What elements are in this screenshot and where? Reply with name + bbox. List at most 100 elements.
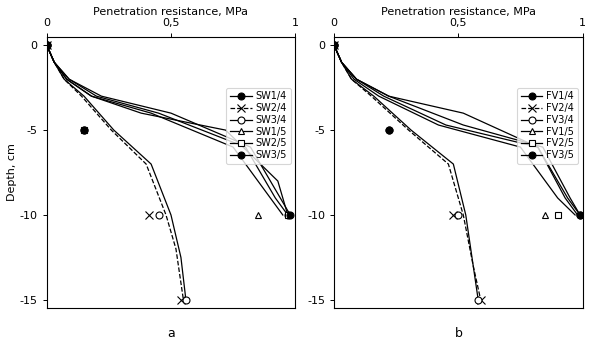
FV3/5 — [385, 94, 393, 98]
FV2/5 — [338, 60, 345, 64]
FV1/5 — [338, 60, 345, 64]
SW1/4 — [284, 213, 291, 217]
FV1/4 — [576, 213, 584, 217]
FV2/5 — [574, 213, 581, 217]
SW1/5 — [88, 94, 95, 98]
FV3/4 — [330, 43, 337, 47]
SW1/4 — [138, 111, 145, 115]
SW2/4 — [142, 162, 149, 166]
Y-axis label: Depth, cm: Depth, cm — [7, 144, 17, 202]
Line: SW2/4: SW2/4 — [47, 45, 183, 300]
FV2/5 — [534, 145, 541, 149]
SW3/5 — [98, 94, 105, 98]
Line: FV1/4: FV1/4 — [334, 45, 580, 215]
FV2/5 — [353, 77, 360, 81]
Line: SW1/5: SW1/5 — [47, 45, 283, 215]
Line: FV1/5: FV1/5 — [334, 45, 575, 215]
SW1/4 — [43, 43, 50, 47]
SW2/4 — [43, 43, 50, 47]
SW3/4 — [148, 162, 155, 166]
SW2/4 — [173, 247, 180, 251]
Line: SW3/5: SW3/5 — [47, 45, 290, 215]
FV3/5 — [539, 145, 546, 149]
FV2/4 — [470, 264, 477, 268]
FV3/4 — [470, 264, 477, 268]
SW2/4 — [60, 77, 68, 81]
SW3/5 — [167, 111, 174, 115]
FV3/5 — [353, 77, 360, 81]
Line: SW1/4: SW1/4 — [47, 45, 288, 215]
SW2/5 — [50, 60, 58, 64]
Line: SW3/4: SW3/4 — [47, 45, 186, 300]
SW1/4 — [88, 94, 95, 98]
SW3/4 — [167, 213, 174, 217]
FV3/5 — [338, 60, 345, 64]
SW3/5 — [50, 60, 58, 64]
FV1/4 — [385, 94, 393, 98]
SW1/5 — [229, 145, 237, 149]
SW2/5 — [43, 43, 50, 47]
SW3/5 — [43, 43, 50, 47]
SW1/5 — [63, 77, 70, 81]
SW3/4 — [177, 255, 184, 260]
SW2/5 — [242, 145, 249, 149]
Line: FV2/5: FV2/5 — [334, 45, 578, 215]
SW1/4 — [50, 60, 58, 64]
SW3/4 — [50, 60, 58, 64]
SW2/5 — [93, 94, 100, 98]
SW2/5 — [155, 111, 162, 115]
FV2/5 — [562, 196, 569, 200]
FV1/4 — [330, 43, 337, 47]
SW2/4 — [162, 213, 170, 217]
SW1/5 — [148, 111, 155, 115]
FV3/4 — [474, 298, 482, 302]
Text: a: a — [167, 327, 175, 340]
SW1/4 — [275, 179, 282, 183]
SW3/4 — [60, 77, 68, 81]
SW1/5 — [267, 196, 274, 200]
SW3/4 — [182, 298, 189, 302]
FV2/5 — [442, 123, 449, 127]
FV2/4 — [477, 298, 484, 302]
Legend: SW1/4, SW2/4, SW3/4, SW1/5, SW2/5, SW3/5: SW1/4, SW2/4, SW3/4, SW1/5, SW2/5, SW3/5 — [227, 87, 291, 164]
FV1/5 — [330, 43, 337, 47]
FV2/4 — [330, 43, 337, 47]
FV1/5 — [435, 123, 442, 127]
FV2/4 — [460, 213, 467, 217]
FV3/5 — [460, 123, 467, 127]
SW3/4 — [81, 94, 88, 98]
FV2/4 — [368, 94, 375, 98]
SW1/4 — [63, 77, 70, 81]
Line: FV2/4: FV2/4 — [334, 45, 481, 300]
FV3/4 — [450, 162, 457, 166]
FV3/4 — [370, 94, 377, 98]
FV3/4 — [462, 213, 469, 217]
FV2/5 — [380, 94, 387, 98]
FV1/4 — [564, 196, 571, 200]
SW2/5 — [284, 213, 291, 217]
SW1/5 — [279, 213, 286, 217]
SW3/4 — [110, 128, 117, 132]
SW1/5 — [50, 60, 58, 64]
FV3/4 — [407, 128, 415, 132]
SW2/4 — [50, 60, 58, 64]
SW3/5 — [277, 196, 284, 200]
FV3/5 — [566, 196, 573, 200]
Line: SW2/5: SW2/5 — [47, 45, 288, 215]
FV1/5 — [375, 94, 382, 98]
SW3/5 — [247, 145, 254, 149]
FV2/4 — [348, 77, 355, 81]
SW2/4 — [78, 94, 85, 98]
SW3/4 — [43, 43, 50, 47]
FV1/5 — [350, 77, 358, 81]
SW3/5 — [286, 213, 294, 217]
FV1/4 — [353, 77, 360, 81]
FV2/4 — [405, 128, 412, 132]
SW3/5 — [66, 77, 73, 81]
Line: FV3/4: FV3/4 — [334, 45, 478, 300]
FV1/4 — [338, 60, 345, 64]
X-axis label: Penetration resistance, MPa: Penetration resistance, MPa — [381, 7, 536, 17]
SW2/4 — [108, 128, 115, 132]
FV1/5 — [517, 145, 524, 149]
FV1/5 — [554, 196, 561, 200]
